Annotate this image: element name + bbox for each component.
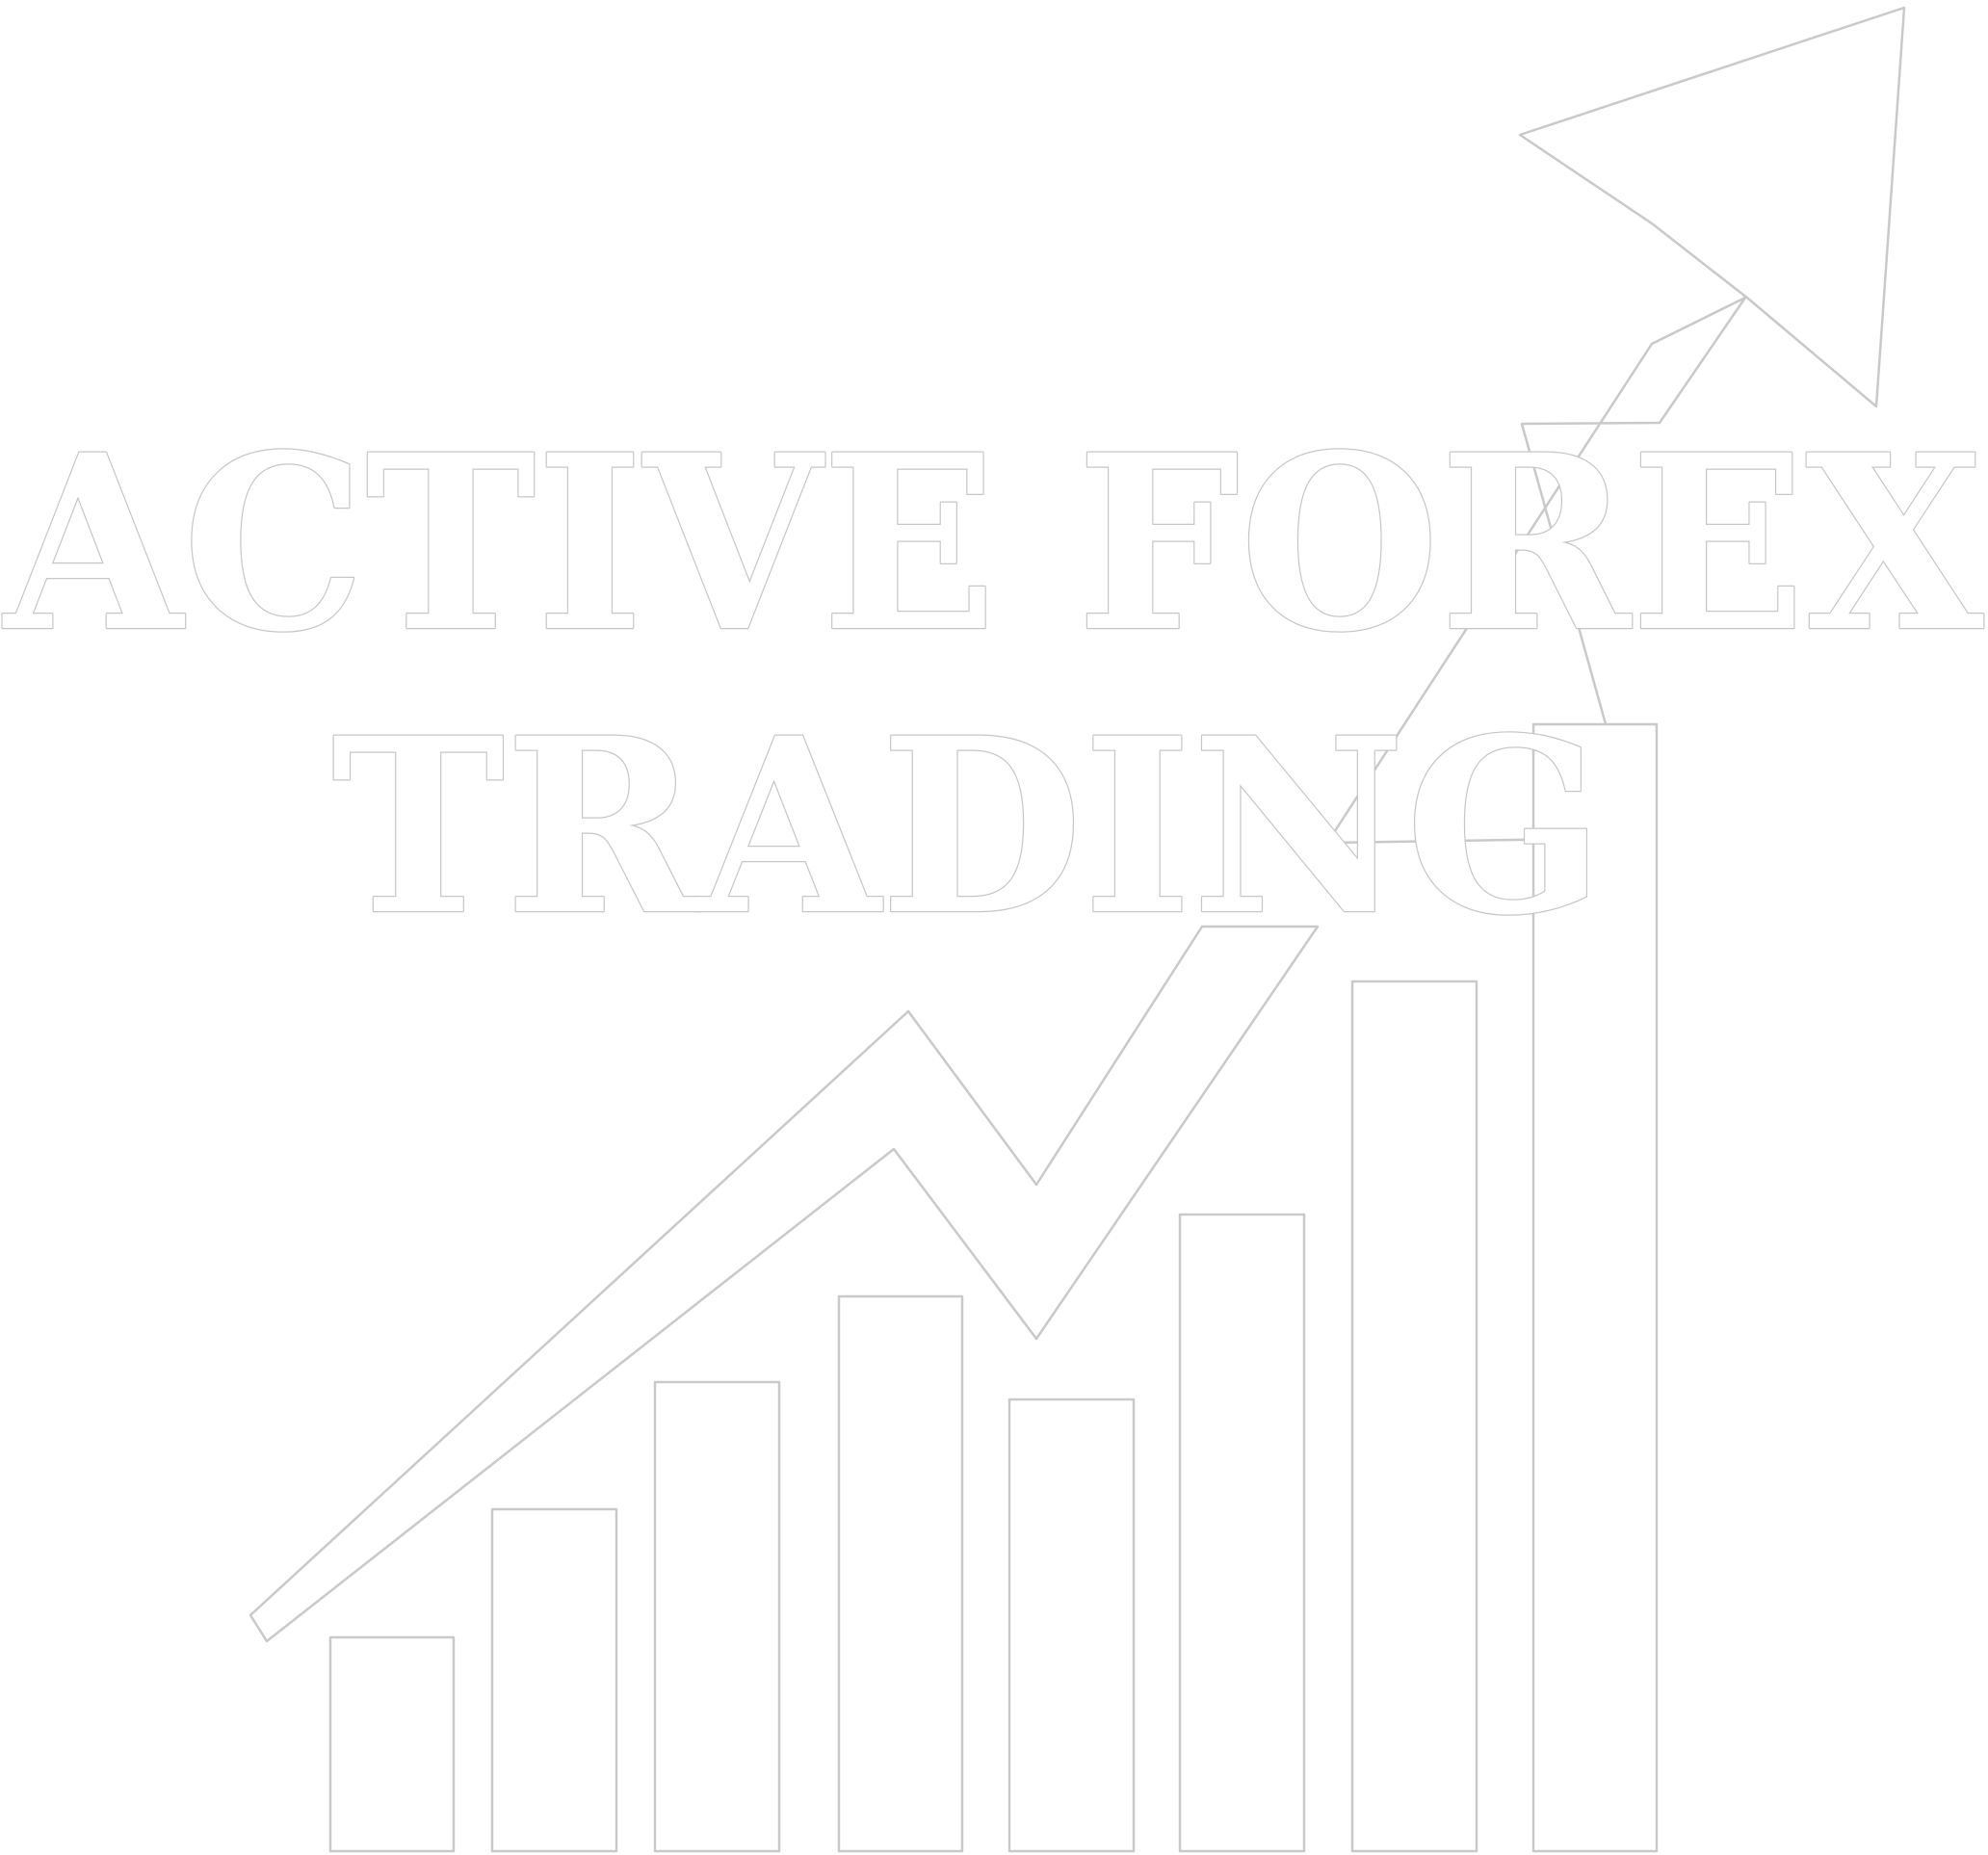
bar-7 <box>1350 980 1478 1853</box>
logo-title-line-1: ACTIVE FOREX <box>3 402 1984 685</box>
bar-8 <box>1531 722 1659 1853</box>
logo-title-line-2: TRADING <box>331 685 1605 968</box>
bar-5 <box>1007 1398 1136 1853</box>
trend-line <box>248 925 1320 1643</box>
bar-4 <box>837 1294 964 1853</box>
bar-1 <box>328 1635 456 1853</box>
arrow-head <box>1518 6 1906 408</box>
bar-6 <box>1178 1213 1306 1853</box>
bar-3 <box>653 1380 781 1853</box>
trend-arrow-icon <box>248 6 1906 1643</box>
bar-2 <box>490 1507 618 1853</box>
bar-chart-icon <box>328 722 1659 1853</box>
